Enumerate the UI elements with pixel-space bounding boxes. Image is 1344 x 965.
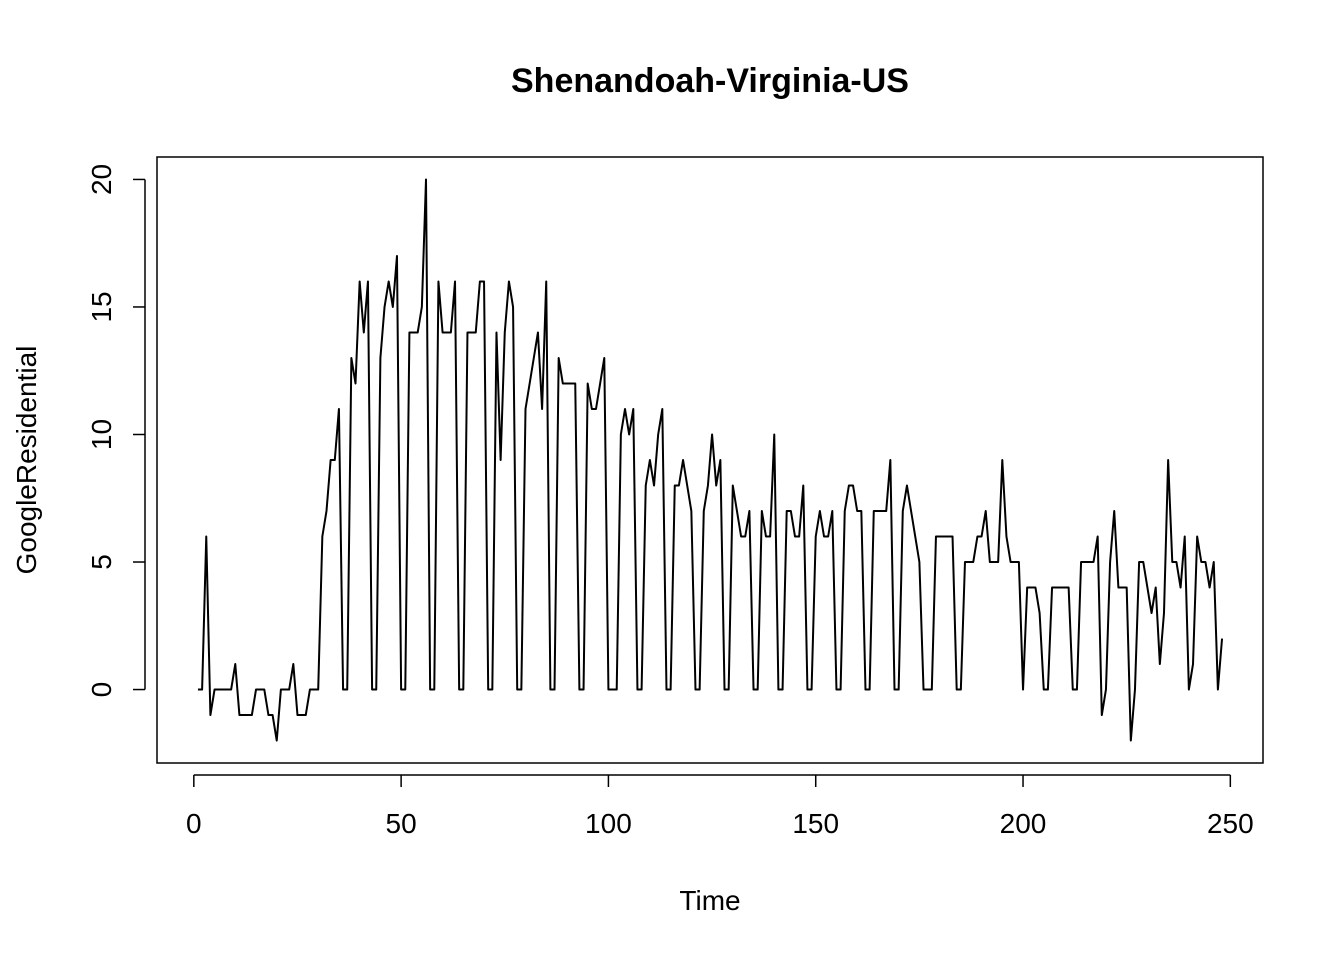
y-tick-label: 10: [86, 419, 117, 450]
y-tick-label: 0: [86, 682, 117, 698]
data-line: [197, 178, 1224, 742]
x-tick-label: 50: [386, 808, 417, 839]
x-tick-label: 250: [1207, 808, 1254, 839]
x-tick-label: 100: [585, 808, 632, 839]
y-axis-label: GoogleResidential: [11, 346, 42, 575]
x-tick-label: 150: [792, 808, 839, 839]
y-tick-label: 15: [86, 291, 117, 322]
x-tick-label: 0: [186, 808, 202, 839]
plot-box: [156, 156, 1264, 764]
x-tick-label: 200: [1000, 808, 1047, 839]
chart-title: Shenandoah-Virginia-US: [511, 62, 909, 100]
x-axis-label: Time: [679, 885, 740, 916]
y-tick-label: 5: [86, 554, 117, 570]
y-tick-label: 20: [86, 164, 117, 195]
